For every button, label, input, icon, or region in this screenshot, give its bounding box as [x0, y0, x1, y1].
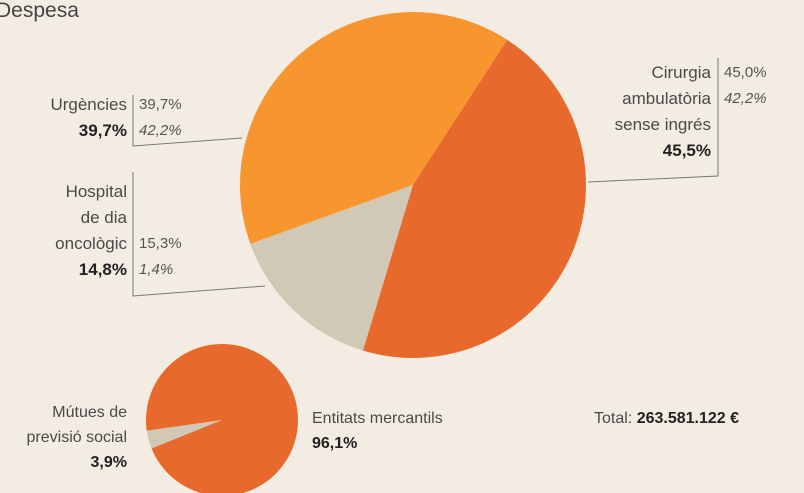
- slice-label: Hospital de dia oncològic: [55, 182, 127, 253]
- comparison-value: 15,3%: [139, 235, 182, 252]
- leader-line: [132, 95, 243, 147]
- slice-label: Cirurgia ambulatòria sense ingrés: [614, 63, 711, 134]
- slice-value: 39,7%: [78, 121, 127, 140]
- comparison-value: 39,7%: [139, 96, 182, 113]
- pie-slice: [146, 344, 298, 493]
- leader-line: [587, 58, 719, 183]
- total: Total: 263.581.122 €: [594, 406, 739, 432]
- pie-slice: [362, 39, 586, 358]
- comparison-value: 42,2%: [724, 90, 767, 107]
- chart-title: Despesa: [0, 0, 79, 22]
- leader-line: [132, 172, 266, 297]
- total-amount: 263.581.122 €: [636, 410, 740, 427]
- slice-value: 3,9%: [90, 454, 127, 471]
- total-label: Total:: [594, 410, 633, 427]
- slice-value: 14,8%: [78, 260, 127, 279]
- slice-value: 45,5%: [662, 141, 711, 160]
- pie-slice: [250, 185, 413, 351]
- slice-label: Mútues de previsió social: [26, 404, 127, 446]
- pie-slice: [239, 12, 508, 244]
- slice-label: Urgències: [50, 95, 127, 114]
- slice-label: Entitats mercantils: [312, 410, 443, 427]
- pie-slice: [146, 420, 222, 449]
- slice-value: 96,1%: [312, 435, 358, 452]
- comparison-value: 1,4%: [139, 261, 174, 278]
- comparison-value: 45,0%: [724, 64, 767, 81]
- comparison-value: 42,2%: [139, 122, 182, 139]
